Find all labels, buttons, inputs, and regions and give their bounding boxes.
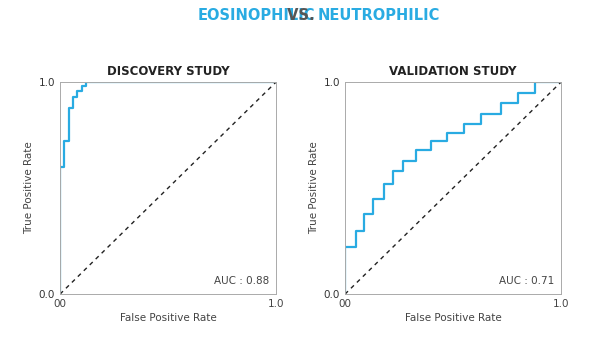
Text: AUC : 0.88: AUC : 0.88 [214, 276, 269, 286]
Text: NEUTROPHILIC: NEUTROPHILIC [318, 8, 440, 23]
X-axis label: False Positive Rate: False Positive Rate [119, 313, 217, 323]
Y-axis label: True Positive Rate: True Positive Rate [310, 142, 319, 235]
Text: EOSINOPHILIC: EOSINOPHILIC [197, 8, 315, 23]
Y-axis label: True Positive Rate: True Positive Rate [25, 142, 34, 235]
Title: DISCOVERY STUDY: DISCOVERY STUDY [107, 65, 229, 78]
Text: VS.: VS. [283, 8, 320, 23]
Text: AUC : 0.71: AUC : 0.71 [499, 276, 554, 286]
Title: VALIDATION STUDY: VALIDATION STUDY [389, 65, 517, 78]
X-axis label: False Positive Rate: False Positive Rate [404, 313, 502, 323]
